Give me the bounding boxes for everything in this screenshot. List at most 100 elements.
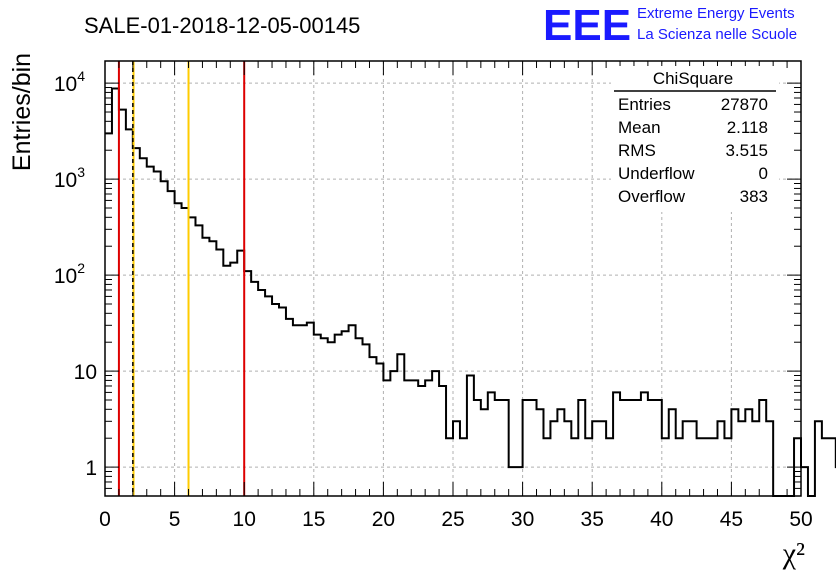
- histogram-bin: [599, 421, 606, 496]
- histogram-bin: [140, 158, 147, 496]
- histogram-bin: [223, 266, 230, 496]
- histogram-bin: [251, 282, 258, 496]
- stats-label: Mean: [618, 118, 661, 137]
- y-tick-label: 10: [74, 361, 97, 384]
- histogram-bin: [195, 225, 202, 496]
- stats-box: ChiSquare Entries 27870 Mean 2.118 RMS 3.515 U…: [611, 66, 779, 212]
- x-tick-label: 50: [789, 508, 812, 531]
- histogram-bin: [530, 400, 537, 496]
- histogram-bin: [335, 335, 342, 496]
- histogram-bin: [606, 438, 613, 496]
- histogram-bin: [711, 438, 718, 496]
- stats-value: 0: [759, 164, 768, 183]
- histogram-bin: [397, 354, 404, 496]
- histogram-bin: [300, 325, 307, 496]
- histogram-bin: [154, 172, 161, 496]
- histogram-bin: [369, 357, 376, 496]
- histogram-bin: [829, 438, 836, 496]
- x-ticks: 0 5 10 15 20 25 30 35 40 45 50: [99, 61, 813, 531]
- histogram-bin: [585, 438, 592, 496]
- x-tick-label: 40: [650, 508, 673, 531]
- histogram-bin: [258, 290, 265, 496]
- histogram-bin: [356, 338, 363, 496]
- histogram-bin: [752, 421, 759, 496]
- histogram-bin: [376, 364, 383, 496]
- histogram-bin: [286, 319, 293, 496]
- histogram-bin: [655, 400, 662, 496]
- histogram-bin: [745, 409, 752, 496]
- y-tick-label: 102: [54, 260, 85, 288]
- histogram-bin: [648, 400, 655, 496]
- histogram-bin: [592, 421, 599, 496]
- histogram-bin: [690, 421, 697, 496]
- histogram-bin: [634, 400, 641, 496]
- histogram-bin: [759, 400, 766, 496]
- histogram-bin: [168, 191, 175, 496]
- histogram-bin: [509, 467, 516, 496]
- stats-label: Underflow: [618, 164, 695, 183]
- x-tick-label: 45: [720, 508, 743, 531]
- logo-line2: La Scienza nelle Scuole: [637, 26, 797, 43]
- histogram-bin: [641, 392, 648, 496]
- stats-label: Entries: [618, 95, 671, 114]
- histogram-bin: [537, 409, 544, 496]
- histogram-bin: [119, 110, 126, 496]
- histogram-bin: [432, 371, 439, 496]
- stats-label: RMS: [618, 141, 656, 160]
- y-tick-label: 1: [85, 457, 97, 480]
- histogram-bin: [669, 409, 676, 496]
- histogram-bin: [411, 380, 418, 496]
- x-tick-label: 10: [233, 508, 256, 531]
- histogram-bin: [112, 88, 119, 496]
- histogram-bin: [627, 400, 634, 496]
- histogram-bin: [265, 296, 272, 496]
- histogram-bin: [189, 217, 196, 496]
- x-tick-label: 30: [511, 508, 534, 531]
- y-axis-title: Entries/bin: [8, 53, 36, 171]
- histogram-bin: [328, 342, 335, 496]
- histogram-bin: [182, 208, 189, 496]
- histogram-bin: [237, 251, 244, 496]
- reference-lines: [117, 61, 246, 496]
- histogram-bin: [704, 438, 711, 496]
- histogram-bin: [321, 338, 328, 496]
- histogram-bin: [244, 271, 251, 496]
- x-tick-label: 20: [372, 508, 395, 531]
- stats-title: ChiSquare: [653, 69, 733, 88]
- x-tick-label: 35: [581, 508, 604, 531]
- y-tick-label: 104: [54, 68, 85, 96]
- logo-mark: EEE: [543, 1, 631, 50]
- histogram-bin: [460, 438, 467, 496]
- histogram-bin: [446, 438, 453, 496]
- histogram-bin: [724, 438, 731, 496]
- histogram-bin: [578, 400, 585, 496]
- histogram-bin: [404, 380, 411, 496]
- histogram-bin: [620, 400, 627, 496]
- histogram-bin: [216, 249, 223, 496]
- histogram-bin: [279, 307, 286, 496]
- plot-title: SALE-01-2018-12-05-00145: [84, 13, 360, 38]
- x-axis-title: χ²: [782, 537, 805, 570]
- histogram-bin: [731, 409, 738, 496]
- stats-value: 383: [740, 187, 768, 206]
- logo-line1: Extreme Energy Events: [637, 5, 795, 22]
- histogram-bin: [161, 181, 168, 496]
- y-tick-label: 103: [54, 164, 85, 192]
- histogram-bin: [467, 375, 474, 496]
- histogram-bin: [766, 421, 773, 496]
- x-tick-label: 25: [441, 508, 464, 531]
- histogram-bin: [439, 386, 446, 496]
- histogram-bin: [272, 304, 279, 496]
- grid: [105, 61, 801, 496]
- histogram-bin: [481, 409, 488, 496]
- stats-label: Overflow: [618, 187, 686, 206]
- stats-value: 27870: [721, 95, 768, 114]
- histogram-bin: [717, 421, 724, 496]
- histogram-bin: [683, 421, 690, 496]
- x-tick-label: 0: [99, 508, 111, 531]
- histogram-bin: [516, 467, 523, 496]
- histogram-bin: [543, 438, 550, 496]
- x-tick-label: 15: [302, 508, 325, 531]
- histogram-bin: [383, 380, 390, 496]
- histogram-bin: [202, 238, 209, 496]
